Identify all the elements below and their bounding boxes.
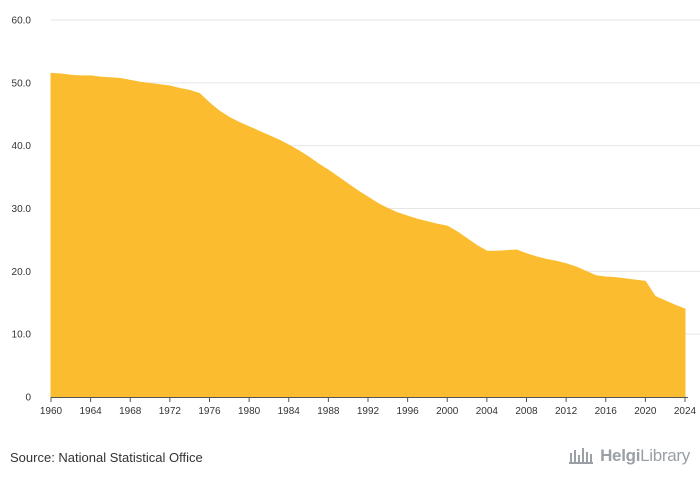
area-chart: 010.020.030.040.050.060.0 1960 1964 1968 19… bbox=[12, 16, 700, 417]
y-tick-label: 20.0 bbox=[12, 267, 32, 278]
x-tick-label: 1988 bbox=[317, 406, 340, 417]
x-tick-label: 1980 bbox=[238, 406, 261, 417]
series-area bbox=[50, 72, 686, 398]
brand-name-helgi: Helgi bbox=[600, 446, 641, 465]
brand-logo[interactable]: HelgiLibrary bbox=[569, 446, 690, 466]
x-tick-label: 1968 bbox=[119, 406, 142, 417]
x-tick-label: 1984 bbox=[278, 406, 301, 417]
x-tick-label: 1992 bbox=[357, 406, 380, 417]
helgi-library-logo-icon bbox=[569, 448, 594, 464]
y-tick-label: 0 bbox=[25, 393, 31, 404]
x-tick-label: 1964 bbox=[80, 406, 103, 417]
x-tick-label: 2000 bbox=[436, 406, 459, 417]
y-tick-label: 10.0 bbox=[12, 330, 32, 341]
x-tick-label: 1972 bbox=[159, 406, 182, 417]
chart-footer: Source: National Statistical Office Helg… bbox=[0, 440, 700, 483]
x-tick-label: 2012 bbox=[555, 406, 578, 417]
x-tick-label: 2016 bbox=[595, 406, 618, 417]
source-note: Source: National Statistical Office bbox=[10, 450, 203, 465]
x-axis-ticks: 1960 1964 1968 1972 1976 1980 1984 1988 1992 1996… bbox=[40, 397, 697, 417]
series-area-group bbox=[50, 72, 686, 398]
x-tick-label: 2020 bbox=[634, 406, 657, 417]
y-tick-label: 30.0 bbox=[12, 204, 32, 215]
brand-name: HelgiLibrary bbox=[600, 446, 690, 466]
x-tick-label: 2024 bbox=[674, 406, 697, 417]
x-tick-label: 2008 bbox=[515, 406, 538, 417]
y-tick-label: 50.0 bbox=[12, 78, 32, 89]
y-tick-label: 60.0 bbox=[12, 16, 32, 27]
brand-name-library: Library bbox=[640, 446, 690, 465]
x-tick-label: 1996 bbox=[397, 406, 420, 417]
y-tick-label: 40.0 bbox=[12, 141, 32, 152]
y-axis-ticks: 0 10.0 20.0 30.0 40.0 50.0 60.0 bbox=[12, 16, 32, 404]
x-tick-label: 1976 bbox=[198, 406, 221, 417]
x-tick-label: 2004 bbox=[476, 406, 499, 417]
x-tick-label: 1960 bbox=[40, 406, 63, 417]
